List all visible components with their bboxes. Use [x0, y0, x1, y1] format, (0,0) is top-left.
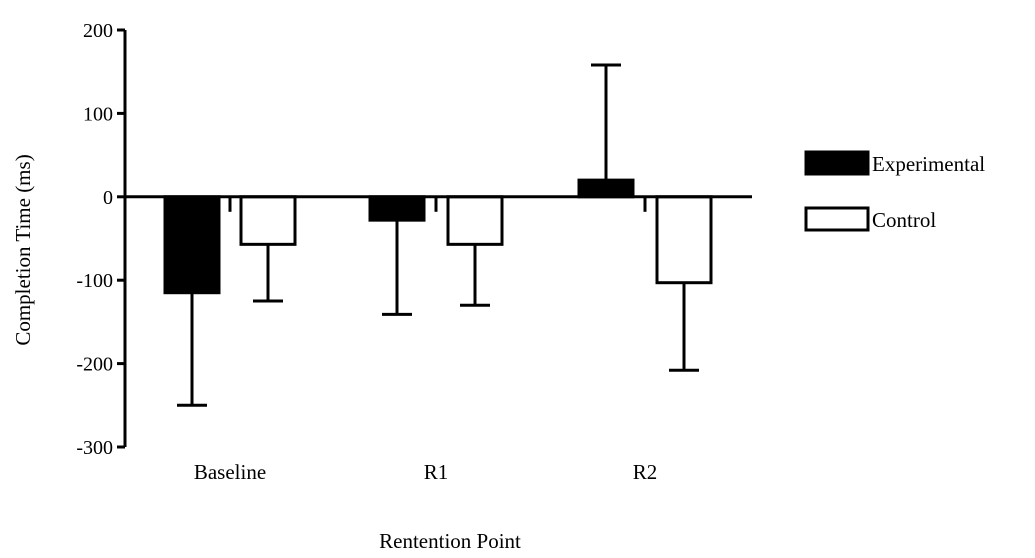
y-tick-label: 200 [83, 20, 113, 42]
legend-label-experimental: Experimental [872, 152, 985, 176]
bar-experimental-r1 [368, 195, 426, 222]
y-tick-label: 0 [103, 187, 113, 209]
legend-swatch-experimental [804, 150, 870, 176]
bar-control-r2 [655, 195, 713, 285]
y-tick-label: 100 [83, 103, 113, 125]
category-label: Baseline [194, 460, 266, 484]
category-label: R2 [633, 460, 658, 484]
bar-experimental-baseline [163, 195, 221, 295]
y-axis-title: Completion Time (ms) [11, 154, 35, 345]
y-tick-label: -100 [76, 270, 113, 292]
y-axis: -300 -200 -100 0 100 200 [76, 20, 127, 459]
legend: Experimental Control [804, 150, 985, 232]
bar-experimental-r2 [577, 178, 635, 199]
error-bars [177, 63, 699, 407]
legend-label-control: Control [872, 208, 936, 232]
category-label: R1 [424, 460, 449, 484]
y-tick-label: -300 [76, 437, 113, 459]
bar-control-baseline [239, 195, 297, 246]
x-axis-title: Rentention Point [379, 529, 521, 553]
legend-swatch-control [804, 206, 870, 232]
category-labels: Baseline R1 R2 [194, 460, 657, 484]
bar-control-r1 [446, 195, 504, 246]
y-tick-label: -200 [76, 354, 113, 376]
